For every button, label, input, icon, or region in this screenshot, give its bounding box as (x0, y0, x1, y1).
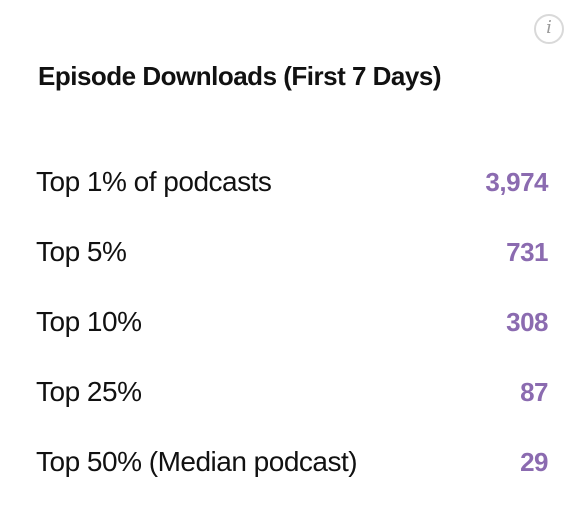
stat-label: Top 50% (Median podcast) (36, 446, 358, 477)
stat-value: 87 (520, 376, 548, 407)
card-title: Episode Downloads (First 7 Days) (38, 61, 441, 91)
stat-row: Top 50% (Median podcast) 29 (36, 427, 548, 497)
stat-value: 29 (520, 446, 548, 477)
stat-value: 731 (506, 236, 548, 267)
stat-row: Top 1% of podcasts 3,974 (36, 147, 548, 217)
stat-value: 3,974 (485, 166, 548, 197)
stat-label: Top 25% (36, 376, 142, 407)
stat-label: Top 1% of podcasts (36, 166, 272, 197)
info-button[interactable]: i (534, 14, 564, 44)
stat-label: Top 10% (36, 306, 142, 337)
stat-row: Top 25% 87 (36, 357, 548, 427)
stat-label: Top 5% (36, 236, 127, 267)
info-icon: i (546, 17, 552, 38)
stat-value: 308 (506, 306, 548, 337)
stat-row: Top 10% 308 (36, 287, 548, 357)
stats-list: Top 1% of podcasts 3,974 Top 5% 731 Top … (36, 147, 548, 497)
stat-row: Top 5% 731 (36, 217, 548, 287)
